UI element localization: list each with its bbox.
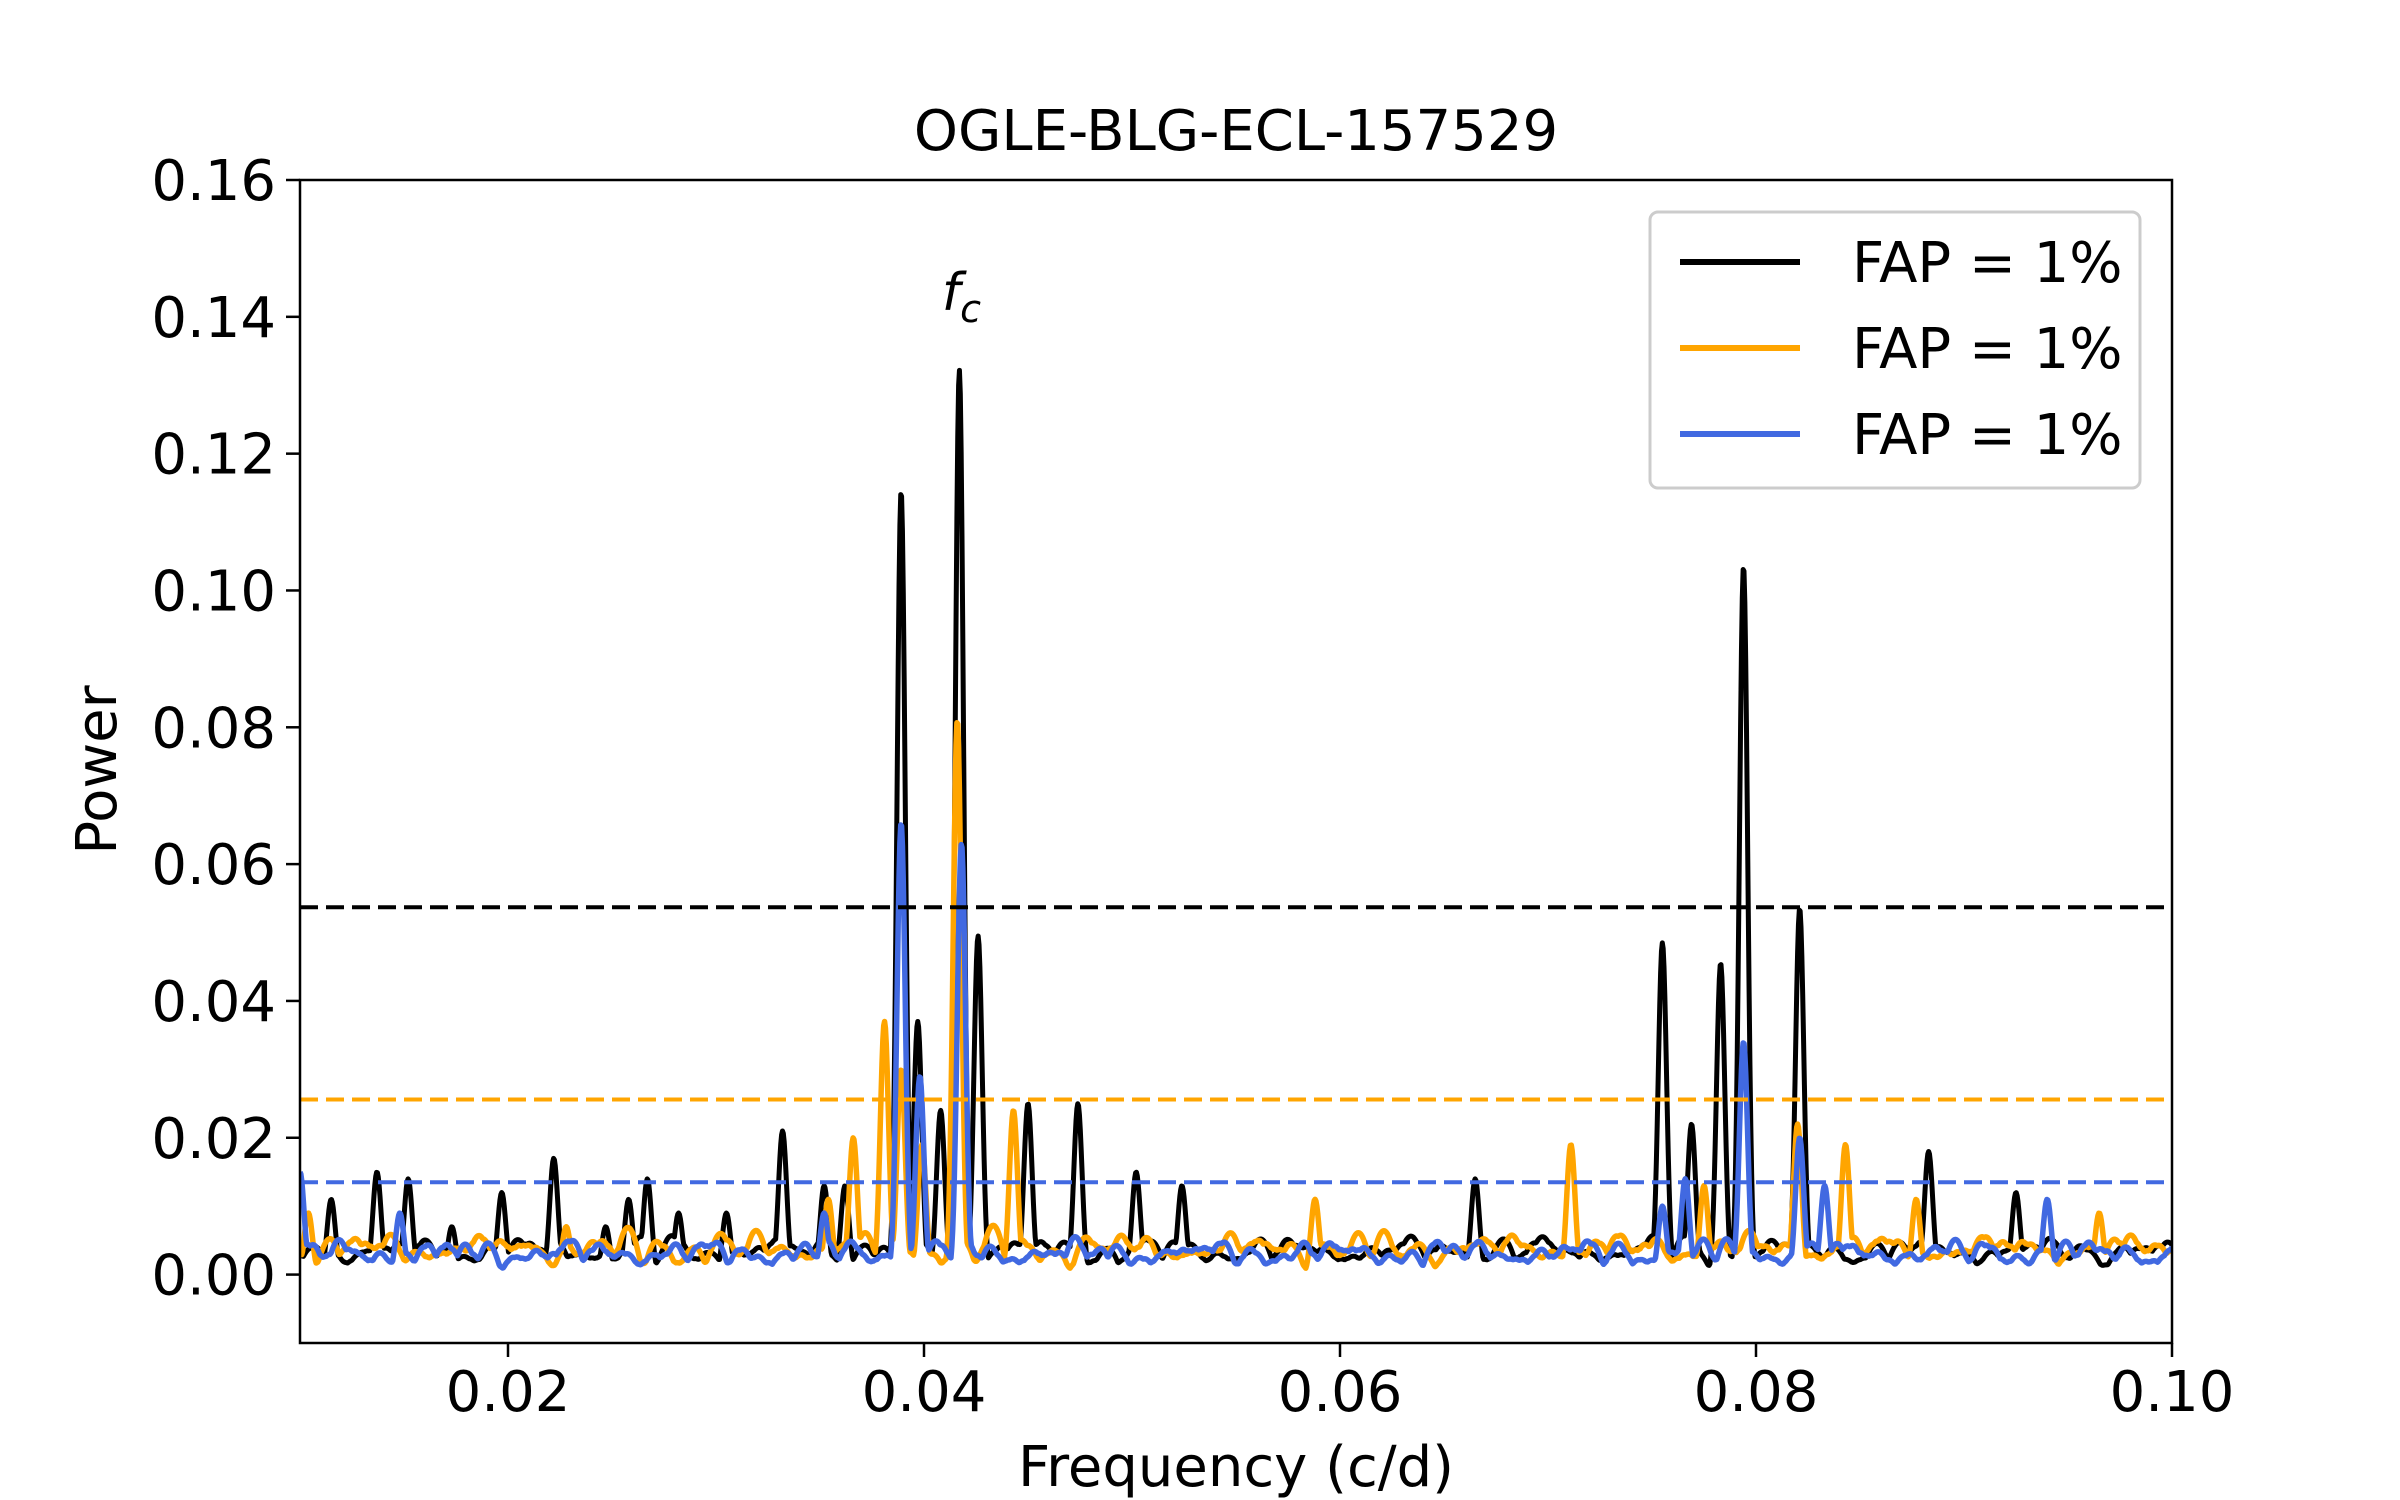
series-line-3 [300,822,2172,1271]
y-tick-label: 0.12 [151,423,276,488]
y-tick-label: 0.00 [151,1244,276,1309]
legend-label-1: FAP = 1% [1852,231,2123,296]
y-tick-label: 0.10 [151,559,276,624]
legend-label-3: FAP = 1% [1852,403,2123,468]
fc-annotation-sub: c [960,287,981,331]
series-layer [300,367,2172,1271]
series-line-1 [300,367,2172,1268]
y-tick-label: 0.16 [151,149,276,214]
x-tick-label: 0.10 [2110,1360,2235,1425]
x-axis-label: Frequency (c/d) [1018,1435,1454,1500]
x-tick-label: 0.08 [1694,1360,1819,1425]
y-tick-label: 0.04 [151,970,276,1035]
chart-title: OGLE-BLG-ECL-157529 [914,99,1558,164]
x-tick-label: 0.04 [862,1360,987,1425]
fap-lines [300,905,2172,1185]
y-tick-label: 0.08 [151,696,276,761]
axes-frame [298,178,2174,1345]
y-tick-label: 0.06 [151,833,276,898]
y-axis-ticks: 0.00 0.02 0.04 0.06 0.08 0.10 0.12 0.14 0.16 [151,149,300,1309]
x-tick-label: 0.02 [446,1360,571,1425]
x-axis-ticks: 0.02 0.04 0.06 0.08 0.10 [446,1343,2235,1425]
fc-annotation: fc [942,263,981,331]
legend-box [1648,210,2142,490]
y-tick-label: 0.02 [151,1107,276,1172]
legend: FAP = 1% FAP = 1% FAP = 1% [1648,210,2142,490]
y-tick-label: 0.14 [151,286,276,351]
x-tick-label: 0.06 [1278,1360,1403,1425]
legend-label-2: FAP = 1% [1852,317,2123,382]
series-line-2 [300,720,2172,1271]
y-axis-label: Power [65,684,130,854]
